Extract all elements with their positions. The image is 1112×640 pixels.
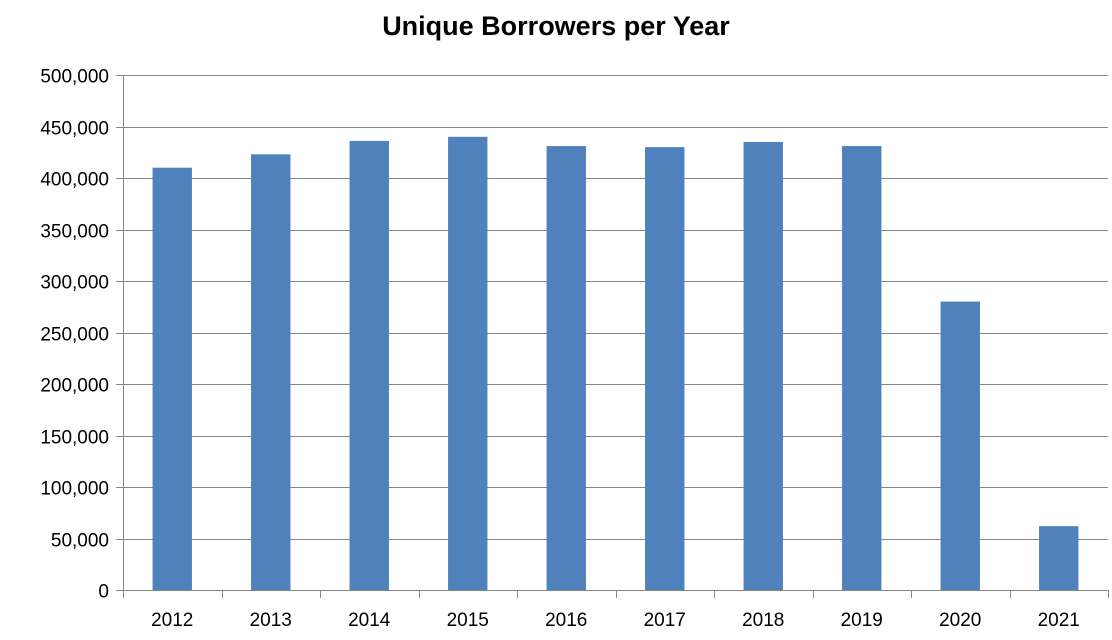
x-tick-label: 2015	[447, 610, 489, 631]
x-tick-label: 2016	[545, 610, 587, 631]
bar	[349, 140, 389, 591]
y-tick-label: 100,000	[40, 479, 109, 500]
x-tick-label: 2018	[742, 610, 784, 631]
x-tick-label: 2017	[644, 610, 686, 631]
bar	[645, 147, 685, 590]
bar	[152, 167, 192, 590]
y-tick-label: 500,000	[40, 67, 109, 88]
bar	[743, 141, 783, 590]
y-tick-label: 250,000	[40, 325, 109, 346]
x-tick-label: 2012	[151, 610, 193, 631]
y-tick-label: 300,000	[40, 273, 109, 294]
chart-title: Unique Borrowers per Year	[382, 11, 730, 41]
y-tick-label: 350,000	[40, 222, 109, 243]
y-tick-label: 50,000	[51, 531, 109, 552]
y-tick-label: 450,000	[40, 119, 109, 140]
y-tick-label: 400,000	[40, 170, 109, 191]
x-tick-label: 2014	[348, 610, 391, 631]
x-tick-label: 2019	[841, 610, 883, 631]
bar	[251, 154, 291, 590]
bar	[448, 136, 488, 591]
y-tick-label: 150,000	[40, 428, 109, 449]
x-tick-label: 2021	[1038, 610, 1080, 631]
bar	[842, 146, 882, 590]
bar	[940, 301, 980, 590]
x-tick-label: 2020	[939, 610, 981, 631]
x-tick-label: 2013	[250, 610, 292, 631]
bar	[1039, 526, 1079, 590]
y-tick-label: 0	[98, 582, 109, 603]
y-tick-label: 200,000	[40, 376, 109, 397]
bar	[546, 146, 586, 590]
